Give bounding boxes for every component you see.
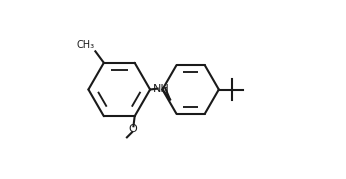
Text: NH: NH [153,84,170,94]
Text: O: O [128,124,137,134]
Text: CH₃: CH₃ [76,40,94,50]
